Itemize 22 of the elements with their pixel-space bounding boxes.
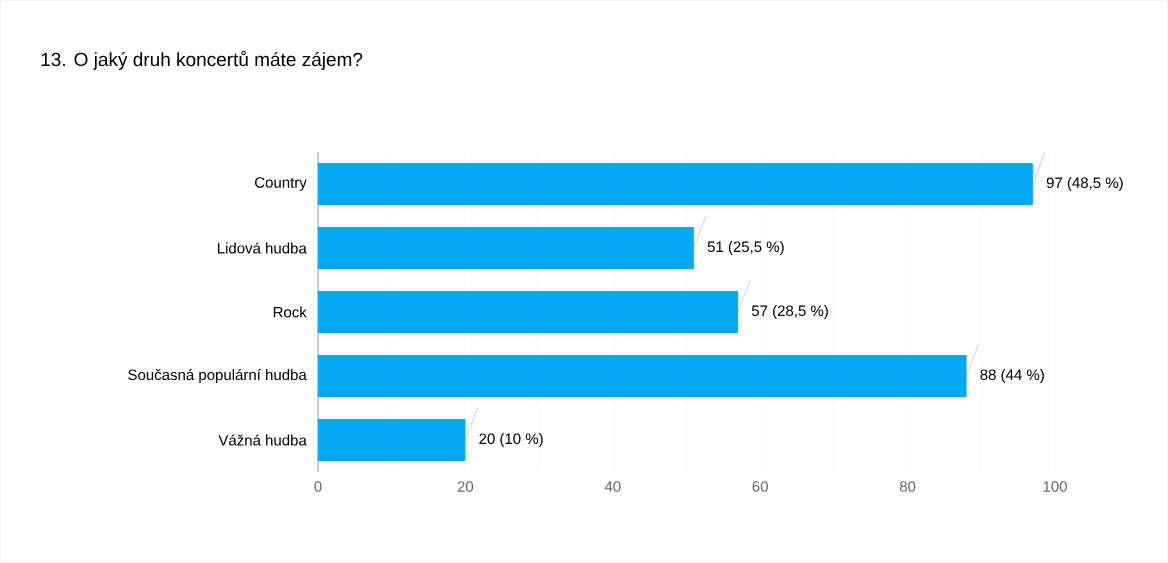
bar — [318, 419, 466, 461]
x-tick-label: 20 — [457, 481, 474, 492]
chart-title: 13. O jaký druh koncertů máte zájem? — [41, 50, 363, 70]
data-label: 20 (10 %) — [479, 433, 543, 447]
x-tick-label: 80 — [899, 481, 916, 492]
bar — [318, 291, 739, 333]
x-tick-label: 40 — [604, 481, 621, 492]
y-tick-label: Rock — [273, 306, 307, 318]
x-tick-label: 0 — [314, 481, 322, 492]
y-tick-label: Současná populární hudba — [128, 368, 307, 384]
bar — [318, 163, 1033, 205]
bar — [318, 355, 967, 397]
y-tick-label: Country — [255, 177, 307, 191]
data-label: 57 (28,5 %) — [751, 305, 828, 319]
y-tick-label: Vážná hudba — [218, 434, 307, 446]
data-label: 51 (25,5 %) — [707, 241, 784, 255]
x-tick-label: 60 — [752, 481, 768, 492]
bar — [318, 227, 694, 269]
data-label: 97 (48,5 %) — [1046, 177, 1123, 191]
data-label: 88 (44 %) — [980, 369, 1044, 383]
x-tick-label: 100 — [1043, 481, 1067, 492]
y-tick-label: Lidová hudba — [217, 242, 307, 254]
